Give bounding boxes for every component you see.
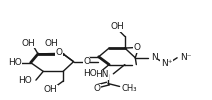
Text: O: O [55,48,62,57]
Text: N⁺: N⁺ [161,59,172,68]
Text: N: N [151,53,158,62]
Text: HN: HN [95,70,109,79]
Text: N⁻: N⁻ [180,53,192,62]
Text: HO: HO [83,69,97,78]
Text: OH: OH [44,85,57,94]
Text: O: O [83,57,90,66]
Text: HO: HO [8,58,21,67]
Text: OH: OH [111,22,124,31]
Text: OH: OH [45,39,59,48]
Text: OH: OH [22,39,35,48]
Text: O: O [134,43,141,52]
Text: HO: HO [18,76,32,85]
Text: CH₃: CH₃ [122,84,137,93]
Text: O: O [93,84,100,93]
